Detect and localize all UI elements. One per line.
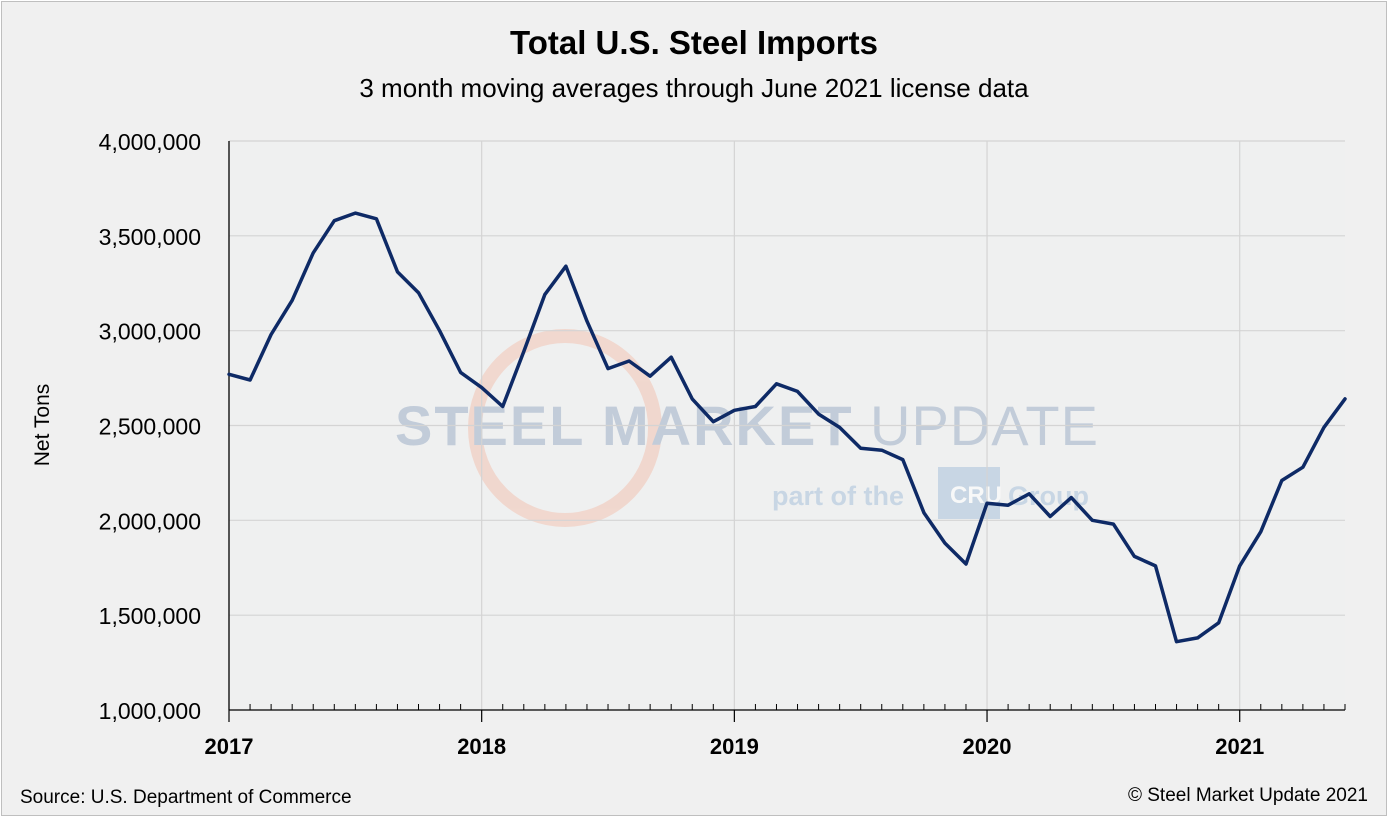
x-tick-label: 2017 xyxy=(205,734,254,759)
gridlines xyxy=(229,140,1345,710)
source-note: Source: U.S. Department of Commerce xyxy=(20,787,352,808)
watermark-logo-box xyxy=(938,467,1000,519)
y-tick-label: 4,000,000 xyxy=(99,129,201,155)
chart-title: Total U.S. Steel Imports xyxy=(510,24,878,61)
copyright-note: © Steel Market Update 2021 xyxy=(1127,785,1368,806)
imports-series-line xyxy=(227,211,1347,644)
y-tick-label: 3,000,000 xyxy=(99,319,201,345)
chart-subtitle: 3 month moving averages through June 202… xyxy=(359,73,1029,103)
tick-labels: 1,000,000 1,500,000 2,000,000 2,500,000 3,00… xyxy=(99,129,1265,759)
y-tick-label: 1,500,000 xyxy=(99,603,201,629)
x-tick-label: 2018 xyxy=(457,734,506,759)
axes xyxy=(228,141,1346,722)
watermark-tagline-post: Group xyxy=(1008,481,1089,511)
y-tick-label: 2,500,000 xyxy=(99,414,201,440)
x-tick-label: 2020 xyxy=(963,734,1012,759)
y-tick-label: 3,500,000 xyxy=(99,224,201,250)
x-tick-label: 2021 xyxy=(1215,734,1264,759)
watermark-tagline-pre: part of the xyxy=(772,481,904,511)
y-tick-label: 2,000,000 xyxy=(99,508,201,534)
series-layer xyxy=(227,211,1347,644)
x-tick-label: 2019 xyxy=(710,734,759,759)
y-tick-label: 1,000,000 xyxy=(99,698,201,724)
